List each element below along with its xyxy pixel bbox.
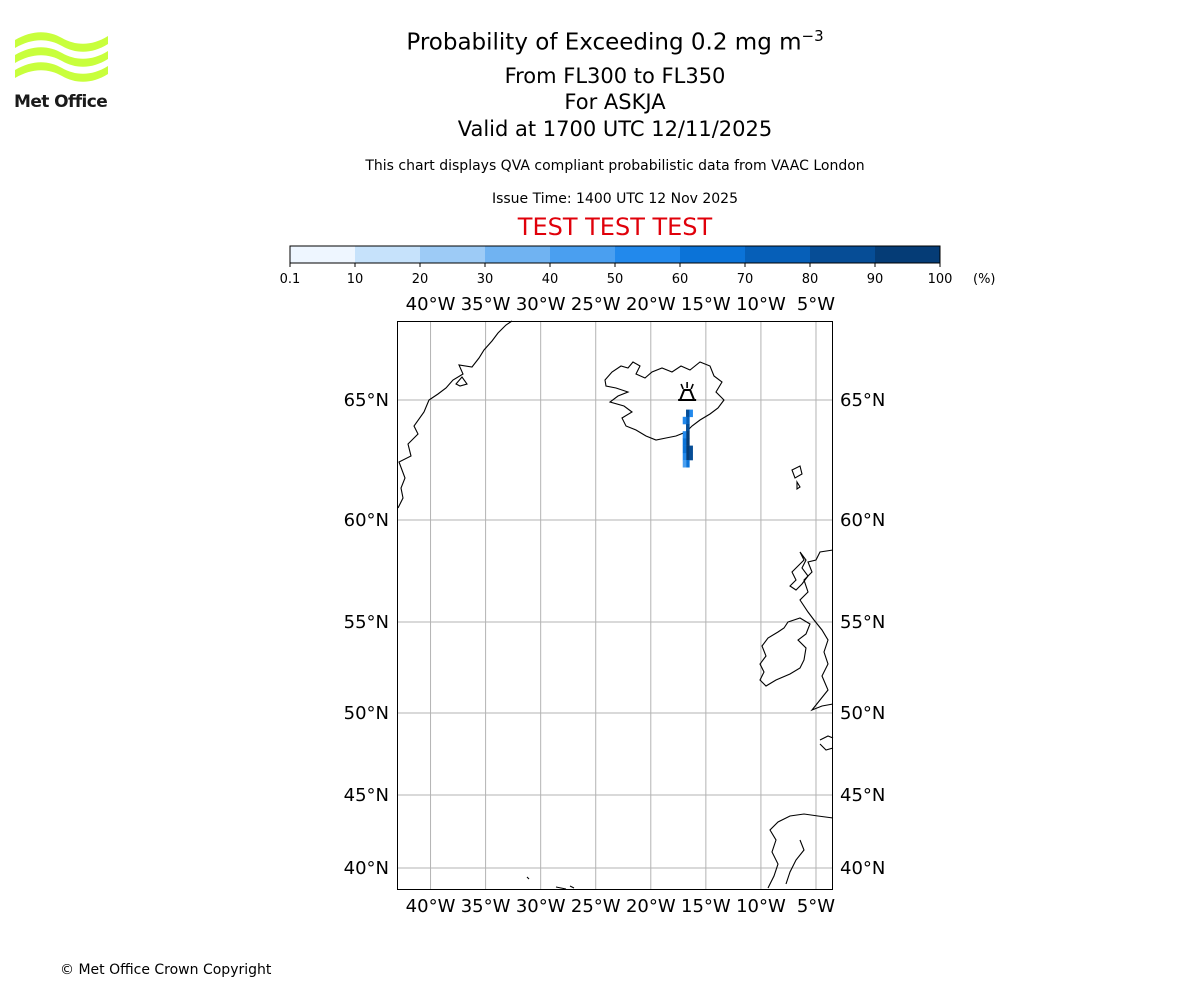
- colorbar-segment: [355, 246, 420, 263]
- colorbar-tick-label: 60: [672, 272, 689, 287]
- copyright: © Met Office Crown Copyright: [60, 962, 272, 978]
- subtitle-valid-time: Valid at 1700 UTC 12/11/2025: [457, 117, 773, 141]
- map-gridlines: [397, 321, 833, 890]
- plume-cell: [686, 445, 690, 454]
- lat-label-right: 45°N: [840, 785, 885, 806]
- met-office-logo-icon: [15, 32, 108, 82]
- plume-cell: [686, 460, 690, 468]
- colorbar-tick-label: 40: [542, 272, 559, 287]
- coastlines: [397, 320, 834, 890]
- lon-label-top: 30°W: [516, 294, 566, 315]
- lat-label-right: 50°N: [840, 703, 885, 724]
- map-area: [397, 320, 834, 890]
- plume-cell: [689, 409, 693, 418]
- lat-label-right: 40°N: [840, 858, 885, 879]
- issue-time: Issue Time: 1400 UTC 12 Nov 2025: [491, 191, 739, 207]
- plume-cell: [682, 452, 687, 461]
- plume-cell: [682, 431, 687, 439]
- lat-label-left: 50°N: [344, 703, 389, 724]
- lat-label-right: 60°N: [840, 510, 885, 531]
- colorbar: 0.1 10 20 30 40 50 60 70 80 90 100 (%): [280, 245, 996, 287]
- plume-cell: [686, 452, 690, 461]
- colorbar-tick-label: 80: [802, 272, 819, 287]
- plume-cell: [682, 438, 687, 446]
- lat-label-left: 40°N: [344, 858, 389, 879]
- lon-label-top: 5°W: [797, 294, 835, 315]
- chart-title: Probability of Exceeding 0.2 mg m−3: [0, 27, 1200, 56]
- plume-cell: [689, 452, 693, 461]
- colorbar-tick-label: 50: [607, 272, 624, 287]
- colorbar-segment: [550, 246, 615, 263]
- map-frame: [397, 321, 833, 890]
- subtitle-levels: From FL300 to FL350: [504, 64, 726, 88]
- plume-cell: [682, 416, 687, 425]
- ash-plume: [682, 409, 693, 468]
- colorbar-tick-label: 10: [347, 272, 364, 287]
- lon-label-top: 20°W: [626, 294, 676, 315]
- plume-cell: [686, 431, 690, 439]
- lat-label-left: 65°N: [344, 390, 389, 411]
- lon-label-bottom: 5°W: [797, 896, 835, 917]
- chart-title-superscript: −3: [801, 27, 824, 45]
- chart-description: This chart displays QVA compliant probab…: [365, 158, 865, 174]
- map-axes: 40°W40°W35°W35°W30°W30°W25°W25°W20°W20°W…: [344, 294, 886, 917]
- plume-cell: [686, 409, 690, 418]
- colorbar-segment: [680, 246, 745, 263]
- colorbar-segment: [290, 246, 355, 263]
- lon-label-top: 40°W: [406, 294, 456, 315]
- colorbar-segment: [420, 246, 485, 263]
- lon-label-top: 35°W: [461, 294, 511, 315]
- colorbar-segment: [745, 246, 810, 263]
- lon-label-bottom: 30°W: [516, 896, 566, 917]
- lat-label-left: 55°N: [344, 612, 389, 633]
- plume-cell: [686, 438, 690, 446]
- lon-label-bottom: 20°W: [626, 896, 676, 917]
- plume-cell: [689, 445, 693, 454]
- lon-label-top: 25°W: [571, 294, 621, 315]
- colorbar-tick-label: 90: [867, 272, 884, 287]
- volcano-eruption-stroke: [690, 383, 694, 390]
- colorbar-segment: [810, 246, 875, 263]
- lon-label-bottom: 15°W: [681, 896, 731, 917]
- lon-label-bottom: 25°W: [571, 896, 621, 917]
- colorbar-segment: [615, 246, 680, 263]
- lat-label-right: 55°N: [840, 612, 885, 633]
- lon-label-bottom: 40°W: [406, 896, 456, 917]
- volcano-eruption-stroke: [680, 383, 684, 390]
- logo-text: Met Office: [14, 92, 108, 112]
- lon-label-bottom: 10°W: [736, 896, 786, 917]
- colorbar-tick-label: 20: [412, 272, 429, 287]
- colorbar-tick-label: 0.1: [280, 272, 301, 287]
- colorbar-segment: [875, 246, 940, 263]
- volcano-icon: [678, 389, 696, 401]
- lat-label-right: 65°N: [840, 390, 885, 411]
- subtitle-volcano: For ASKJA: [564, 90, 666, 114]
- colorbar-unit: (%): [973, 272, 996, 287]
- lon-label-bottom: 35°W: [461, 896, 511, 917]
- volcano-marker: [678, 382, 697, 401]
- plume-cell: [686, 424, 690, 432]
- plume-cell: [686, 416, 690, 425]
- colorbar-tick-label: 100: [928, 272, 953, 287]
- plume-cell: [682, 445, 687, 454]
- plume-cell: [682, 460, 687, 468]
- lat-label-left: 45°N: [344, 785, 389, 806]
- lon-label-top: 10°W: [736, 294, 786, 315]
- lon-label-top: 15°W: [681, 294, 731, 315]
- colorbar-tick-label: 30: [477, 272, 494, 287]
- lat-label-left: 60°N: [344, 510, 389, 531]
- test-banner: TEST TEST TEST: [517, 213, 713, 241]
- colorbar-tick-label: 70: [737, 272, 754, 287]
- colorbar-segment: [485, 246, 550, 263]
- chart-title-text: Probability of Exceeding 0.2 mg m: [406, 29, 802, 56]
